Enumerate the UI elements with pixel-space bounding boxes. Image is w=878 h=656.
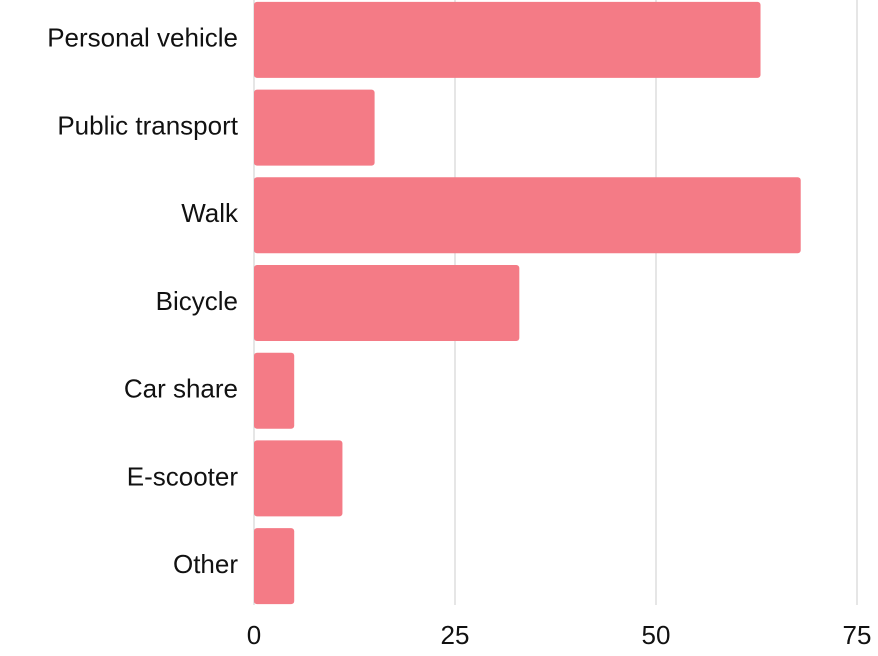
bar [254,528,295,605]
y-tick-label: Car share [124,374,238,404]
y-tick-label: Walk [181,198,239,228]
y-tick-label: Personal vehicle [47,23,238,53]
x-tick-label: 0 [247,620,261,650]
bar [254,440,343,517]
y-tick-label: E-scooter [127,461,239,491]
bar [254,352,295,429]
y-tick-label: Public transport [57,110,238,140]
x-tick-label: 50 [642,620,671,650]
bar [254,177,801,254]
x-tick-label: 75 [843,620,872,650]
y-tick-label: Other [173,549,238,579]
bar [254,1,761,78]
y-tick-label: Bicycle [156,286,238,316]
bar [254,89,375,166]
bar [254,265,520,341]
x-tick-label: 25 [441,620,470,650]
